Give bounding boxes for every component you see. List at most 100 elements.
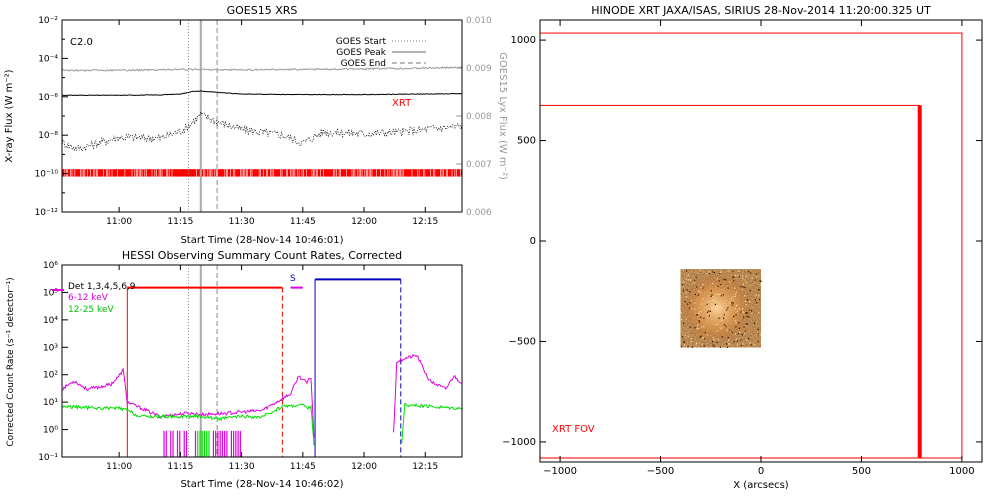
xrt-image-pixel xyxy=(700,287,702,289)
goes-series-short xyxy=(62,110,462,153)
xrt-image-pixel xyxy=(759,284,762,286)
xrt-image-pixel xyxy=(703,317,705,319)
xrt-image-pixel xyxy=(712,307,714,309)
xrt-image-pixel xyxy=(738,308,740,310)
xrt-image-pixel xyxy=(744,286,746,288)
xrt-image-pixel xyxy=(708,310,710,312)
xrt-image-pixel xyxy=(694,302,696,304)
xrt-image-pixel xyxy=(720,295,723,297)
xrt-image-pixel xyxy=(699,321,701,323)
xrt-image-pixel xyxy=(713,338,715,340)
xrt-image-pixel xyxy=(685,278,688,280)
xrt-image-pixel xyxy=(702,287,704,289)
xrt-image-pixel xyxy=(732,270,734,272)
xrt-image-pixel xyxy=(722,294,724,296)
hessi-title: HESSI Observing Summary Count Rates, Cor… xyxy=(122,249,402,262)
goes-xrt-label: XRT xyxy=(392,98,412,109)
goes-frame xyxy=(61,19,463,213)
legend-detectors: Det 1,3,4,5,6,9 xyxy=(68,282,136,292)
xrt-image-pixel xyxy=(697,324,699,326)
xrt-image-pixel xyxy=(707,273,709,275)
hessi-x-tick-label: 12:15 xyxy=(412,462,438,472)
xrt-image-pixel xyxy=(712,344,714,346)
xrt-image-pixel xyxy=(741,334,743,336)
xrt-image-pixel xyxy=(685,292,687,294)
xrt-image-pixel xyxy=(748,309,751,311)
xrt-image-pixel xyxy=(714,324,716,326)
xrt-image-pixel xyxy=(711,299,714,301)
xrt-image-pixel xyxy=(713,296,715,298)
goes-ylabel: X-ray Flux (W m⁻²) xyxy=(4,69,15,162)
xrt-image-pixel xyxy=(683,344,685,346)
xrt-image-pixel xyxy=(711,296,713,298)
xrt-image-pixel xyxy=(758,295,760,297)
hessi-y-tick-label: 10³ xyxy=(43,343,58,353)
xrt-image-pixel xyxy=(715,300,717,302)
goes-series-lyx xyxy=(62,66,462,72)
xrt-image-pixel xyxy=(708,273,710,275)
xrt-image-pixel xyxy=(696,286,698,288)
hessi-y-tick-label: 10⁰ xyxy=(43,426,58,436)
xrt-image-pixel xyxy=(689,307,691,309)
xrt-image-pixel xyxy=(736,291,738,293)
goes-x-tick-label: 11:45 xyxy=(290,217,316,227)
xrt-fov-label: XRT FOV xyxy=(552,424,595,435)
xrt-image-pixel xyxy=(712,337,714,339)
xrt-image-pixel xyxy=(742,283,744,285)
xrt-image-pixel xyxy=(699,336,701,338)
goes-xrt-coverage-band xyxy=(62,169,462,177)
xrt-image-pixel xyxy=(744,332,746,334)
xrt-image-pixel xyxy=(690,341,692,343)
xrt-fov-outer xyxy=(539,32,963,459)
xrt-image-pixel xyxy=(735,338,737,340)
xrt-image-pixel xyxy=(717,339,719,341)
xrt-image-pixel xyxy=(687,335,689,337)
xrt-image-pixel xyxy=(734,333,736,335)
xrt-image-pixel xyxy=(734,293,737,295)
xrt-image-pixel xyxy=(694,327,696,329)
xrt-x-tick-label: −500 xyxy=(647,466,674,477)
xrt-image-pixel xyxy=(742,311,744,313)
xrt-image-pixel xyxy=(717,323,719,325)
xrt-image-pixel xyxy=(701,326,703,328)
xrt-image-pixel xyxy=(748,338,750,340)
goes-panel: GOES15 XRS 11:00 11:15 11:30 11:45 12:00 12:1… xyxy=(4,4,508,246)
goes-y-tick-label: 10⁻² xyxy=(38,16,58,26)
xrt-image-pixel xyxy=(751,312,753,314)
xrt-image-pixel xyxy=(734,274,737,276)
xrt-image-pixel xyxy=(737,275,739,277)
xrt-image-pixel xyxy=(751,310,753,312)
xrt-image-pixel xyxy=(719,306,721,308)
xrt-image-pixel xyxy=(755,294,757,296)
xrt-image-pixel xyxy=(693,308,695,310)
xrt-image-pixel xyxy=(734,287,736,289)
xrt-image-pixel xyxy=(690,337,693,340)
hessi-panel: HESSI Observing Summary Count Rates, Cor… xyxy=(6,249,463,490)
xrt-image-pixel xyxy=(708,315,711,317)
xrt-image-pixel xyxy=(736,304,738,306)
hessi-series-12-25-kev xyxy=(62,403,315,446)
xrt-image-pixel xyxy=(729,329,731,331)
xrt-image-pixel xyxy=(718,294,720,296)
legend-goes-end: GOES End xyxy=(341,59,386,69)
hessi-axes: 11:00 11:15 11:30 11:45 12:00 12:15 10⁻¹ 10⁰ 10¹… xyxy=(38,261,438,472)
xrt-image-pixel xyxy=(709,310,711,312)
xrt-image-pixel xyxy=(758,311,760,313)
xrt-image-pixel xyxy=(759,333,761,336)
hessi-x-tick-label: 11:45 xyxy=(290,462,316,472)
xrt-image-pixel xyxy=(683,341,685,343)
xrt-image-pixel xyxy=(757,328,759,330)
hessi-y-tick-label: 10⁻¹ xyxy=(38,453,58,463)
xrt-image-pixel xyxy=(723,278,725,280)
xrt-image-pixel xyxy=(745,312,747,314)
xrt-image-pixel xyxy=(742,307,744,310)
xrt-image-pixel xyxy=(730,298,732,300)
goes-axes: 11:00 11:15 11:30 11:45 12:00 12:15 10⁻¹² 10⁻¹⁰… xyxy=(35,16,492,227)
hessi-x-tick-label: 11:15 xyxy=(167,462,193,472)
xrt-image-pixel xyxy=(700,303,702,305)
xrt-image-pixel xyxy=(703,336,705,338)
xrt-image-pixel xyxy=(740,339,742,341)
xrt-image-pixel xyxy=(749,342,751,344)
xrt-image-pixel xyxy=(700,335,702,337)
xrt-image-pixel xyxy=(725,325,727,327)
